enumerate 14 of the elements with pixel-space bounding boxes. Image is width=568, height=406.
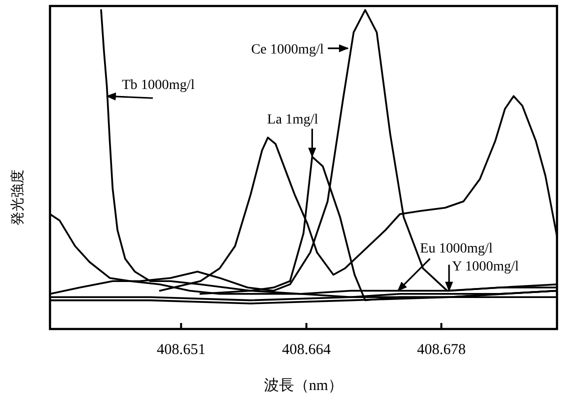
annotation: Y 1000mg/l <box>452 260 519 275</box>
x-tick-label: 408.664 <box>282 342 332 358</box>
annotation: La 1mg/l <box>267 112 318 128</box>
annotation: La 1mg/l <box>267 112 318 158</box>
x-axis-title: 波長（nm） <box>264 377 344 394</box>
annotation: Ce 1000mg/l <box>251 42 324 58</box>
annotation: Y 1000mg/l <box>445 260 519 292</box>
annotation: Ce 1000mg/l <box>251 42 349 58</box>
annotation: Tb 1000mg/l <box>106 78 195 101</box>
annotation: Tb 1000mg/l <box>122 78 195 94</box>
x-tick-label: 408.651 <box>156 342 206 358</box>
annotation: Eu 1000mg/l <box>420 242 493 257</box>
x-tick-label: 408.678 <box>416 342 466 358</box>
y-axis-title: 発光強度 <box>10 170 26 226</box>
